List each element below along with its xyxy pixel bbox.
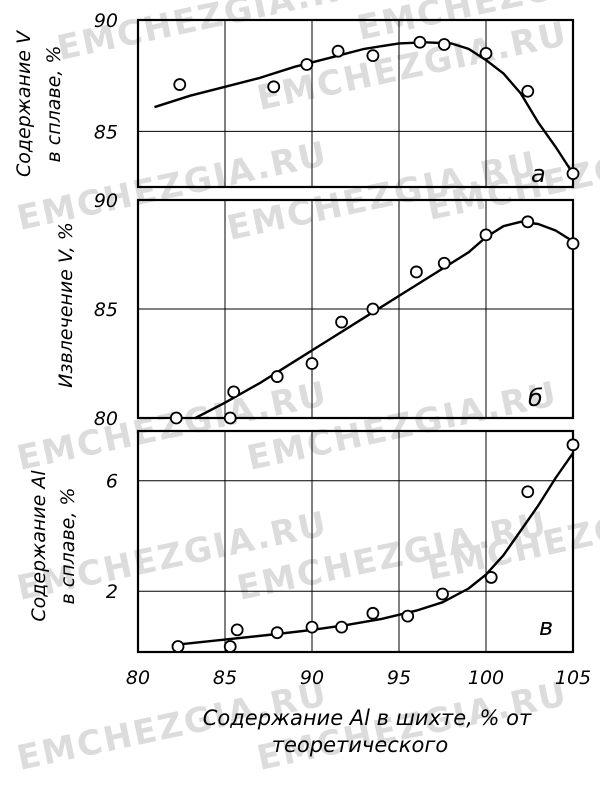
panel-a-ylabel-line-2: в сплаве, %	[43, 46, 65, 163]
panel-b-data-point	[566, 237, 580, 251]
panel-v-curve	[171, 451, 575, 647]
panel-v-data-point	[223, 640, 237, 653]
panel-a-data-point	[413, 35, 427, 49]
panel-b-data-point	[270, 370, 284, 383]
panel-b-data-point	[521, 215, 535, 229]
panel-b-border	[136, 198, 575, 420]
x-tick-label: 80	[126, 667, 150, 689]
panel-v: 62 80 85 90 95 100 105 в Содержание Al в спла…	[28, 429, 591, 757]
panel-b-data-point	[227, 385, 241, 399]
panel-a-y-tick-label: 90	[94, 10, 118, 32]
x-tick-label: 90	[300, 667, 324, 689]
panel-b-data-point	[409, 265, 423, 279]
panel-a-data-point	[331, 44, 345, 58]
panel-b-ylabel: Извлечение V, %	[55, 222, 77, 388]
panel-b-letter: б	[528, 384, 543, 412]
panel-b-y-tick-label: 85	[94, 299, 118, 321]
panel-v-data-point	[566, 438, 580, 452]
panel-a-data-point	[300, 58, 314, 71]
panel-v-data-point	[436, 587, 449, 601]
panel-b-y-tick-label: 80	[94, 408, 118, 430]
x-axis-label-line-2: теоретического	[272, 733, 448, 757]
panel-a-data-point	[267, 80, 281, 94]
panel-b-data-point	[169, 411, 183, 425]
panel-v-border	[136, 429, 575, 654]
x-axis-ticks: 80 85 90 95 100 105	[126, 667, 591, 689]
watermarks: EMCHEZGIA.RUEMCHEZGIA.RUEMCHEZGIA.RUEMCH…	[14, 0, 600, 779]
panel-a-data-point	[566, 167, 580, 181]
panel-v-y-tick-label: 2	[106, 581, 118, 603]
panel-a-border	[136, 18, 575, 189]
x-tick-label: 105	[555, 667, 591, 689]
panel-b-data-point	[437, 256, 451, 270]
panel-v-data-point	[305, 620, 319, 634]
panel-a-points	[173, 35, 580, 181]
panel-b-y-tick-label: 90	[94, 190, 118, 212]
panel-b-grid	[138, 200, 573, 418]
panel-v-y-ticks: 62	[106, 471, 118, 603]
panel-v-data-point	[401, 609, 415, 623]
panel-v-data-point	[521, 485, 535, 499]
panel-v-data-point	[335, 620, 348, 634]
panel-b-data-point	[223, 411, 237, 425]
panel-v-data-point	[366, 606, 380, 620]
panel-b-data-point	[479, 228, 493, 242]
panel-b: 90 85 80 б Извлечение V, %	[55, 190, 580, 430]
panel-a: 90 85 а Содержание V в сплаве, %	[13, 10, 580, 189]
panel-b-frame	[136, 198, 575, 420]
panel-b-y-ticks: 90 85 80	[94, 190, 118, 430]
panel-v-trend-curve	[171, 451, 575, 647]
panel-a-ylabel-line-1: Содержание V	[13, 29, 35, 177]
panel-a-data-point	[521, 84, 535, 98]
panel-v-data-point	[484, 571, 498, 584]
panel-v-data-point	[171, 640, 185, 653]
x-tick-label: 95	[387, 667, 411, 689]
panel-b-data-point	[366, 302, 380, 316]
panel-a-data-point	[479, 47, 493, 60]
x-axis-label-line-1: Содержание Al в шихте, % от	[203, 706, 532, 730]
panel-b-data-point	[305, 357, 319, 370]
panel-v-frame	[136, 429, 575, 654]
panel-v-data-point	[270, 626, 284, 640]
panel-b-data-point	[335, 315, 348, 329]
panel-v-letter: в	[539, 613, 553, 641]
panel-a-data-point	[366, 49, 380, 63]
x-tick-label: 85	[213, 667, 237, 689]
panel-a-frame	[136, 18, 575, 189]
panel-v-ylabel-line-1: Содержание Al	[28, 470, 50, 622]
panel-v-points	[171, 438, 580, 653]
panel-a-data-point	[437, 38, 451, 51]
panel-v-y-tick-label: 6	[106, 471, 118, 493]
panel-a-letter: а	[531, 160, 546, 188]
panel-a-y-tick-label: 85	[94, 121, 118, 143]
panel-b-points	[169, 215, 580, 425]
panel-a-data-point	[173, 78, 187, 91]
x-tick-label: 100	[468, 667, 504, 689]
panel-v-data-point	[230, 623, 244, 637]
panel-a-y-ticks: 90 85	[94, 10, 118, 143]
panel-v-ylabel-line-2: в сплаве, %	[57, 488, 79, 605]
